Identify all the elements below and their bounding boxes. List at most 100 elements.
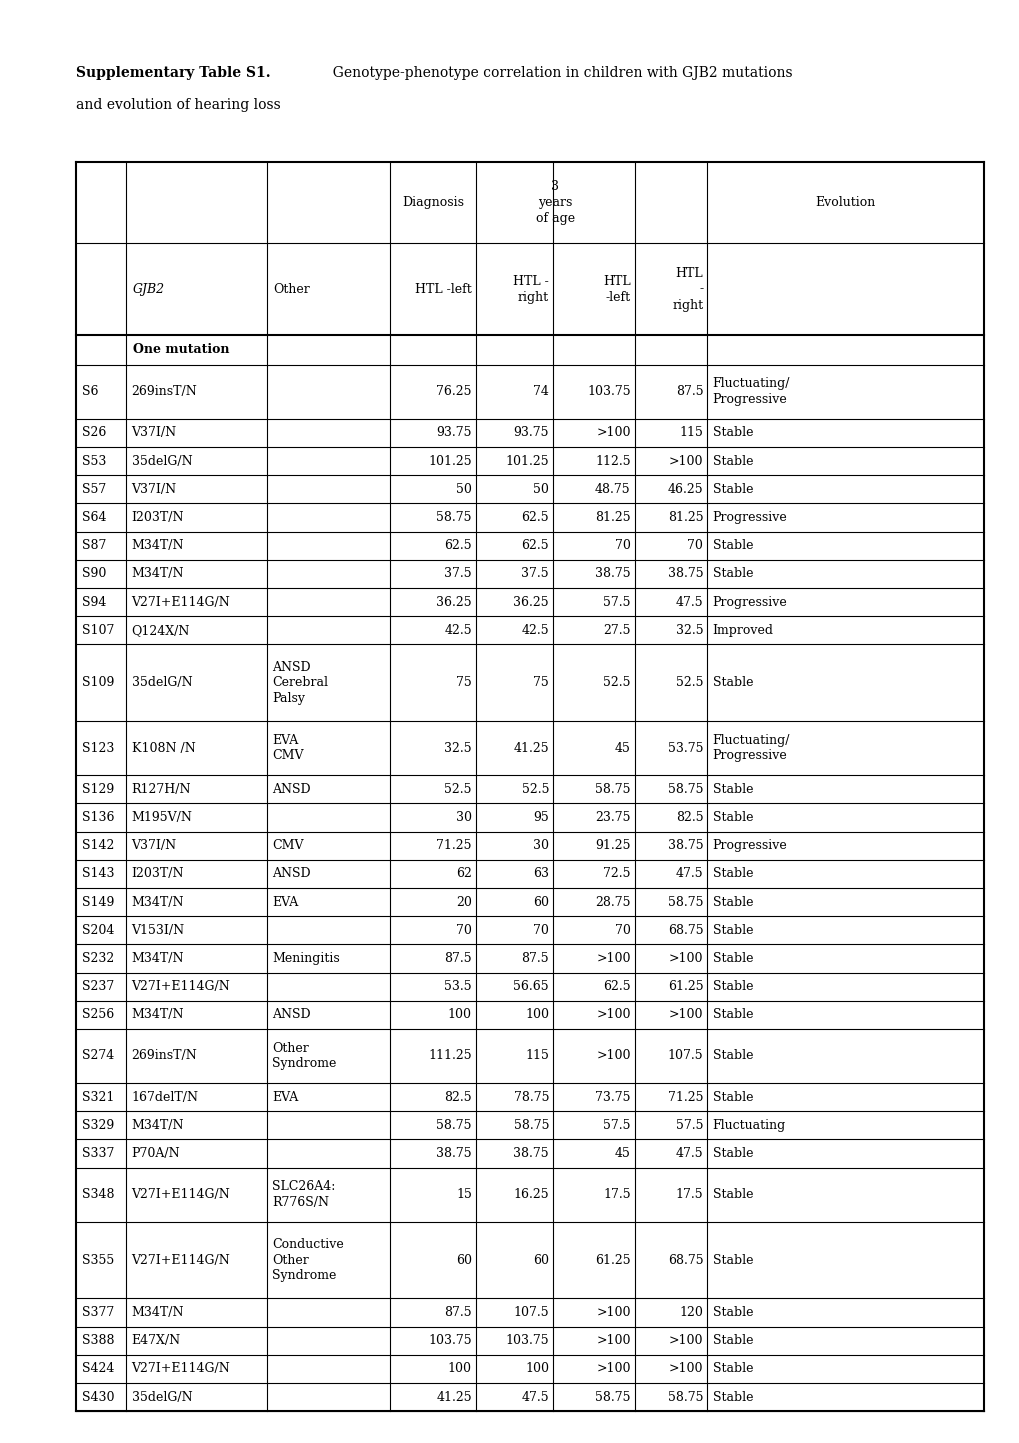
Text: 62.5: 62.5 [444,540,472,553]
Text: 58.75: 58.75 [595,1391,630,1404]
Text: 58.75: 58.75 [513,1118,548,1131]
Text: V27I+E114G/N: V27I+E114G/N [131,1188,230,1201]
Text: Other
Syndrome: Other Syndrome [272,1042,336,1071]
Text: S57: S57 [82,483,106,496]
Text: 58.75: 58.75 [667,1391,703,1404]
Text: V27I+E114G/N: V27I+E114G/N [131,596,230,609]
Text: S204: S204 [82,924,114,937]
Text: HTL -left: HTL -left [415,283,472,296]
Text: 75: 75 [455,677,472,690]
Text: 41.25: 41.25 [513,742,548,755]
Text: 23.75: 23.75 [595,811,630,824]
Text: Stable: Stable [712,1391,752,1404]
Text: 103.75: 103.75 [587,385,630,398]
Text: 68.75: 68.75 [667,924,703,937]
Text: Stable: Stable [712,1362,752,1375]
Text: 75: 75 [533,677,548,690]
Text: 62: 62 [455,867,472,880]
Text: 120: 120 [679,1306,703,1319]
Text: ANSD: ANSD [272,1009,311,1022]
Text: 74: 74 [533,385,548,398]
Text: 87.5: 87.5 [675,385,703,398]
Text: S232: S232 [82,952,114,965]
Text: >100: >100 [596,1362,630,1375]
Text: 38.75: 38.75 [667,840,703,853]
Text: 47.5: 47.5 [675,867,703,880]
Text: Stable: Stable [712,811,752,824]
Text: 36.25: 36.25 [436,596,472,609]
Text: 38.75: 38.75 [513,1147,548,1160]
Text: S26: S26 [82,426,106,439]
Text: ANSD: ANSD [272,867,311,880]
Text: 16.25: 16.25 [513,1188,548,1201]
Text: V27I+E114G/N: V27I+E114G/N [131,1362,230,1375]
Text: 63: 63 [533,867,548,880]
Text: EVA
CMV: EVA CMV [272,734,304,762]
Text: 103.75: 103.75 [428,1335,472,1348]
Text: 41.25: 41.25 [436,1391,472,1404]
Text: M34T/N: M34T/N [131,896,183,909]
Text: M34T/N: M34T/N [131,1118,183,1131]
Text: 52.5: 52.5 [444,782,472,795]
Text: >100: >100 [668,1362,703,1375]
Text: V153I/N: V153I/N [131,924,184,937]
Text: 35delG/N: 35delG/N [131,677,192,690]
Text: 93.75: 93.75 [513,426,548,439]
Text: 115: 115 [679,426,703,439]
Text: Fluctuating: Fluctuating [712,1118,785,1131]
Text: >100: >100 [668,455,703,468]
Text: S329: S329 [82,1118,114,1131]
Text: S90: S90 [82,567,106,580]
Text: Stable: Stable [712,455,752,468]
Text: 81.25: 81.25 [667,511,703,524]
Text: 50: 50 [455,483,472,496]
Text: V37I/N: V37I/N [131,840,176,853]
Text: GJB2: GJB2 [132,283,164,296]
Text: 100: 100 [447,1009,472,1022]
Text: S142: S142 [82,840,114,853]
Text: 73.75: 73.75 [595,1091,630,1104]
Text: K108N /N: K108N /N [131,742,195,755]
Text: 36.25: 36.25 [513,596,548,609]
Text: S136: S136 [82,811,114,824]
Text: Evolution: Evolution [815,196,875,209]
Text: 58.75: 58.75 [436,1118,472,1131]
Text: I203T/N: I203T/N [131,511,183,524]
Text: S94: S94 [82,596,106,609]
Text: 47.5: 47.5 [675,1147,703,1160]
Text: 35delG/N: 35delG/N [131,455,192,468]
Text: Fluctuating/
Progressive: Fluctuating/ Progressive [712,378,790,405]
Text: S337: S337 [82,1147,114,1160]
Text: 58.75: 58.75 [436,511,472,524]
Text: HTL
-left: HTL -left [602,274,630,303]
Text: 62.5: 62.5 [521,511,548,524]
Text: 32.5: 32.5 [444,742,472,755]
Text: Progressive: Progressive [712,511,787,524]
Text: Stable: Stable [712,1147,752,1160]
Text: 45: 45 [614,742,630,755]
Text: S430: S430 [82,1391,114,1404]
Text: S109: S109 [82,677,114,690]
Text: 111.25: 111.25 [428,1049,472,1062]
Text: Diagnosis: Diagnosis [401,196,464,209]
Text: 61.25: 61.25 [667,980,703,993]
Text: 101.25: 101.25 [428,455,472,468]
Text: 60: 60 [533,896,548,909]
Text: >100: >100 [596,1306,630,1319]
Text: 87.5: 87.5 [521,952,548,965]
Text: S143: S143 [82,867,114,880]
Text: S321: S321 [82,1091,114,1104]
Text: Q124X/N: Q124X/N [131,623,190,636]
Text: 28.75: 28.75 [595,896,630,909]
Text: M34T/N: M34T/N [131,1306,183,1319]
Text: >100: >100 [596,1009,630,1022]
Text: 70: 70 [687,540,703,553]
Text: 60: 60 [455,1254,472,1267]
Text: 56.65: 56.65 [513,980,548,993]
Text: 112.5: 112.5 [594,455,630,468]
Text: S237: S237 [82,980,114,993]
Text: Progressive: Progressive [712,840,787,853]
Text: EVA: EVA [272,896,299,909]
Text: P70A/N: P70A/N [131,1147,180,1160]
Text: CMV: CMV [272,840,304,853]
